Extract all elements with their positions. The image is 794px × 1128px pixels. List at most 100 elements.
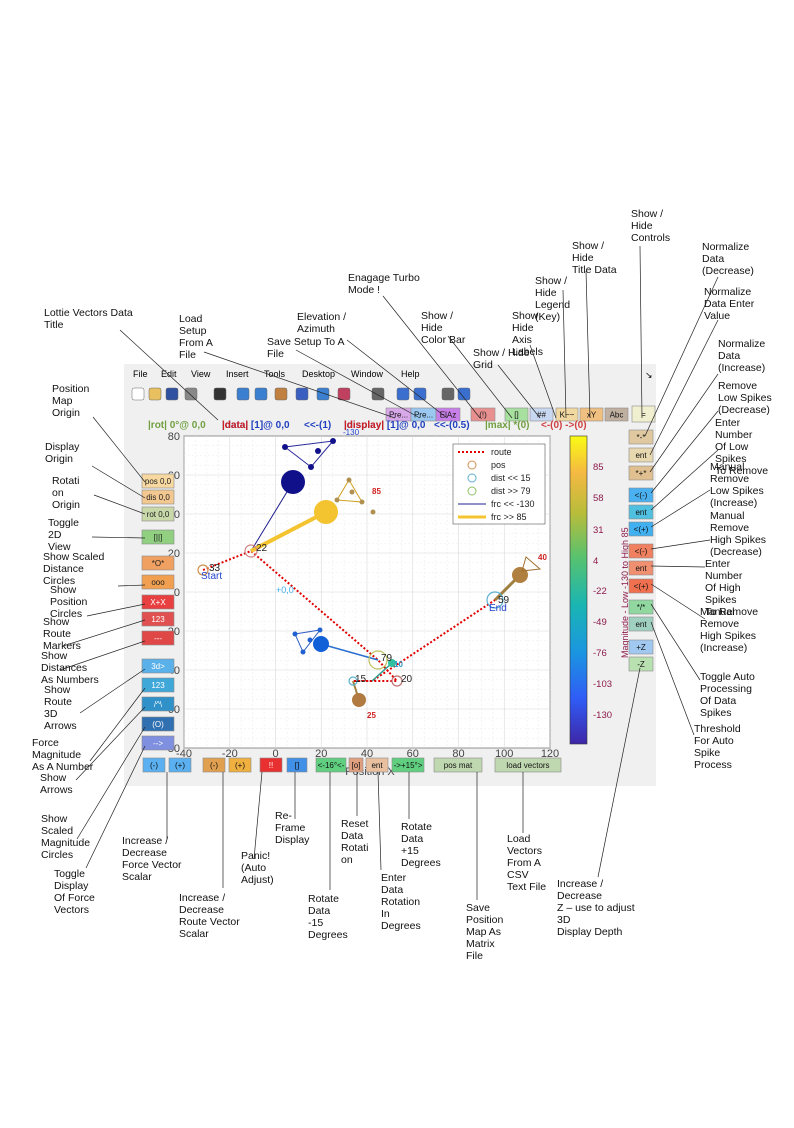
display-origin-button[interactable]: dis 0,0 [141,489,175,505]
normalize-enter-button-face[interactable] [628,447,654,463]
axis-labels-toggle-button[interactable]: xY [579,407,604,422]
grid-toggle-button-face[interactable] [529,407,554,422]
toggle-2d-view-button-face[interactable] [141,529,175,545]
display-origin-button-face[interactable] [141,489,175,505]
high-spikes-enter-button[interactable]: ent [628,560,654,576]
low-spikes-decrease-button[interactable]: <(-) [628,487,654,503]
high-spikes-decrease-button[interactable]: <(-) [628,543,654,559]
reset-rotation-button-face[interactable] [348,757,364,773]
legend-toggle-button[interactable]: K~~ [555,407,579,422]
legend-toggle-button-face[interactable] [555,407,579,422]
panic-button[interactable]: !! [259,757,283,773]
normalize-decrease-button[interactable]: *-* [628,429,654,445]
force-scalar-decrease-button[interactable]: (-) [142,757,166,773]
z-increase-button[interactable]: +Z [628,639,654,655]
normalize-enter-button[interactable]: ent [628,447,654,463]
load-vectors-button-face[interactable] [494,757,562,773]
high-spikes-decrease-button-face[interactable] [628,543,654,559]
rotation-origin-button-face[interactable] [141,506,175,522]
low-spikes-enter-button-face[interactable] [628,504,654,520]
title-data-toggle-button[interactable]: Abc [604,407,629,422]
reset-rotation-button[interactable]: [o] [348,757,364,773]
grid-toggle-button[interactable]: ## [529,407,554,422]
high-spikes-increase-button-face[interactable] [628,578,654,594]
rotate-minus-15-button[interactable]: <-16°<- [315,757,347,773]
menu-item-edit[interactable]: Edit [161,369,177,379]
force-number-button[interactable]: 123 [141,677,175,693]
rotation-enter-button-face[interactable] [365,757,389,773]
rotate-minus-15-button-face[interactable] [315,757,347,773]
menu-item-insert[interactable]: Insert [226,369,249,379]
distance-numbers-button[interactable]: 123 [141,611,175,627]
menu-item-desktop[interactable]: Desktop [302,369,335,379]
elaz-button[interactable]: ElAz [435,407,461,422]
rotate-plus-15-button[interactable]: ->+15°> [391,757,425,773]
title-data-toggle-button-face[interactable] [604,407,629,422]
menu-item-view[interactable]: View [191,369,211,379]
menu-item-file[interactable]: File [133,369,148,379]
save-position-matrix-button[interactable]: pos mat [433,757,483,773]
normalize-increase-button[interactable]: *+* [628,465,654,481]
menu-item-help[interactable]: Help [401,369,420,379]
save-position-matrix-button-face[interactable] [433,757,483,773]
pan-icon[interactable] [274,387,288,401]
route-scalar-decrease-button-face[interactable] [202,757,226,773]
data-cursor-icon[interactable] [316,387,330,401]
route-3d-arrows-button-face[interactable] [141,658,175,674]
print-icon[interactable] [184,387,198,401]
hide-plot-tools-icon[interactable] [441,387,455,401]
position-circles-button-face[interactable] [141,574,175,590]
magnitude-circles-button[interactable]: (O) [141,716,175,732]
turbo-button-face[interactable] [470,407,496,422]
route-markers-button[interactable]: X+X [141,594,175,610]
route-markers-button-face[interactable] [141,594,175,610]
reframe-button-face[interactable] [286,757,308,773]
magnitude-circles-button-face[interactable] [141,716,175,732]
reframe-button[interactable]: [] [286,757,308,773]
auto-spike-threshold-button[interactable]: ent [628,616,654,632]
distance-numbers-button-face[interactable] [141,611,175,627]
rotation-enter-button[interactable]: ent [365,757,389,773]
normalize-decrease-button-face[interactable] [628,429,654,445]
z-decrease-button-face[interactable] [628,656,654,672]
route-scalar-decrease-button[interactable]: (-) [202,757,226,773]
low-spikes-enter-button[interactable]: ent [628,504,654,520]
insert-colorbar-icon[interactable] [396,387,410,401]
controls-toggle-button[interactable]: = [631,405,656,423]
rotation-origin-button[interactable]: rot 0,0 [141,506,175,522]
scaled-distance-circles-button[interactable]: *O* [141,555,175,571]
position-circles-button[interactable]: ooo [141,574,175,590]
auto-spike-threshold-button-face[interactable] [628,616,654,632]
rotate-plus-15-button-face[interactable] [391,757,425,773]
new-file-icon[interactable] [131,387,145,401]
route-arrows-button[interactable]: --- [141,630,175,646]
low-spikes-decrease-button-face[interactable] [628,487,654,503]
force-scalar-increase-button-face[interactable] [168,757,192,773]
turbo-button[interactable]: (!) [470,407,496,422]
z-increase-button-face[interactable] [628,639,654,655]
auto-spike-toggle-button[interactable]: */* [628,599,654,615]
force-arrows-button-face[interactable] [141,696,175,712]
pointer-icon[interactable] [213,387,227,401]
force-scalar-increase-button[interactable]: (+) [168,757,192,773]
z-decrease-button[interactable]: -Z [628,656,654,672]
normalize-increase-button-face[interactable] [628,465,654,481]
force-scalar-decrease-button-face[interactable] [142,757,166,773]
panic-button-face[interactable] [259,757,283,773]
open-folder-icon[interactable] [148,387,162,401]
route-scalar-increase-button[interactable]: (+) [228,757,252,773]
route-scalar-increase-button-face[interactable] [228,757,252,773]
menu-item-tools[interactable]: Tools [264,369,286,379]
route-3d-arrows-button[interactable]: 3d> [141,658,175,674]
save-icon[interactable] [165,387,179,401]
low-spikes-increase-button[interactable]: <(+) [628,521,654,537]
brush-icon[interactable] [337,387,351,401]
force-arrows-button[interactable]: /^\ [141,696,175,712]
high-spikes-increase-button[interactable]: <(+) [628,578,654,594]
colorbar-toggle-button[interactable]: [] [504,407,529,422]
low-spikes-increase-button-face[interactable] [628,521,654,537]
zoom-out-icon[interactable] [254,387,268,401]
colorbar-toggle-button-face[interactable] [504,407,529,422]
toggle-2d-view-button[interactable]: [||] [141,529,175,545]
link-icon[interactable] [371,387,385,401]
